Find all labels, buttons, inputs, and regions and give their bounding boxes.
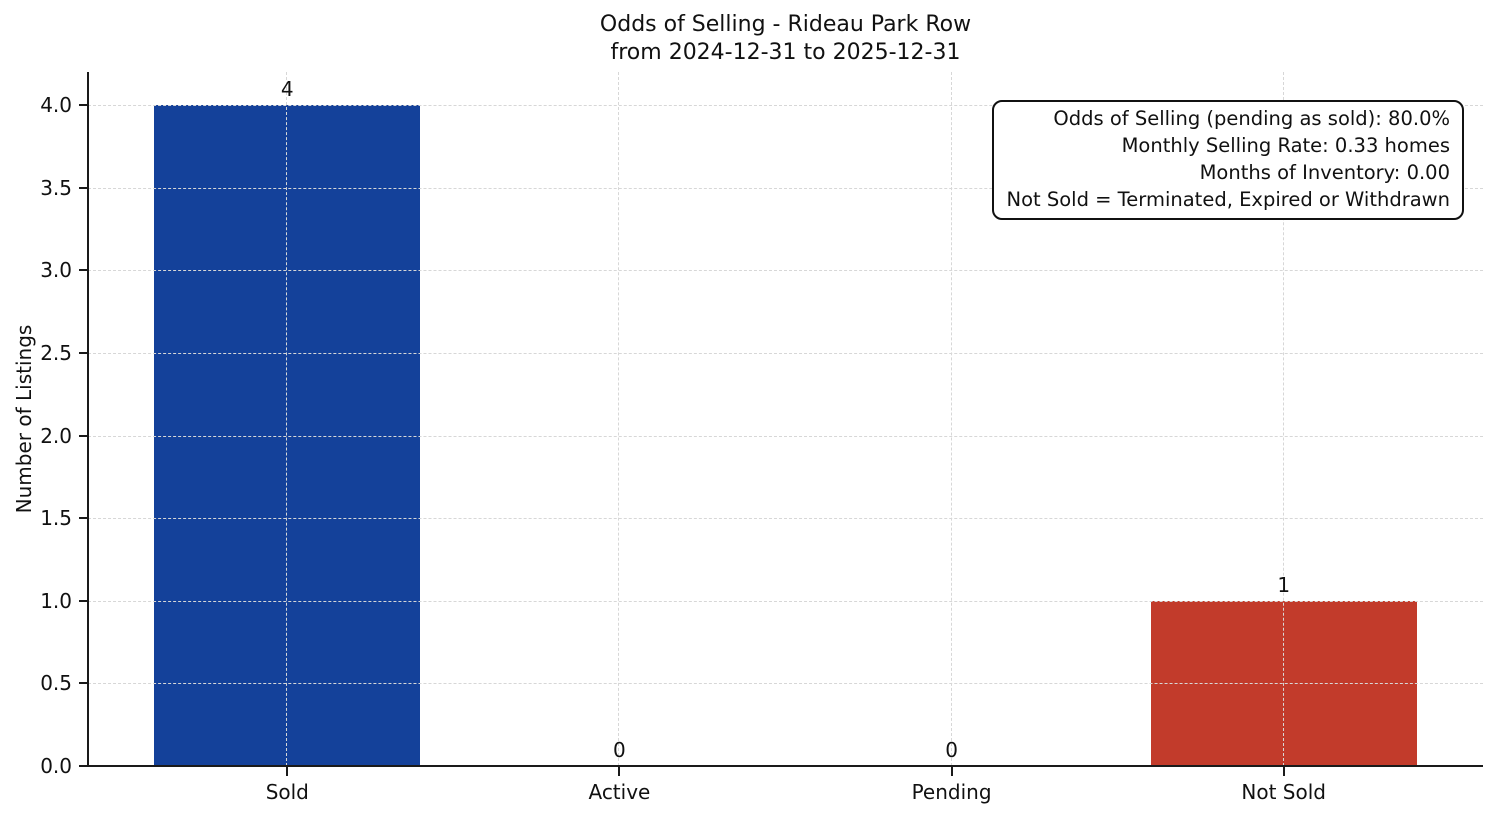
x-tick-label: Pending	[911, 780, 992, 804]
y-tick	[79, 682, 88, 685]
bar-value-label: 0	[945, 738, 958, 762]
x-tick	[950, 767, 953, 776]
y-tick-label: 2.5	[40, 340, 72, 365]
y-tick	[79, 517, 88, 520]
bar-value-label: 1	[1277, 572, 1291, 597]
y-tick	[79, 599, 88, 602]
grid-line-horizontal	[88, 105, 1483, 107]
bar-value-label: 4	[280, 77, 294, 102]
y-tick	[79, 104, 88, 107]
chart-subtitle: from 2024-12-31 to 2025-12-31	[610, 40, 961, 65]
grid-line-horizontal	[88, 187, 1483, 189]
grid-line-horizontal	[88, 600, 1483, 602]
annotation-line-monthly-rate: Monthly Selling Rate: 0.33 homes	[1121, 134, 1450, 157]
y-tick-label: 1.5	[40, 506, 72, 531]
x-tick-label: Sold	[265, 780, 309, 804]
annotation-line-inventory: Months of Inventory: 0.00	[1199, 161, 1450, 184]
y-tick	[79, 351, 88, 354]
y-tick	[79, 765, 88, 767]
x-tick	[286, 767, 289, 776]
y-tick-label: 2.0	[40, 423, 72, 448]
annotation-line-odds: Odds of Selling (pending as sold): 80.0%	[1053, 107, 1450, 130]
x-tick	[1282, 767, 1285, 776]
y-tick-label: 4.0	[40, 93, 72, 118]
y-tick-label: 0.0	[40, 754, 72, 778]
y-tick-label: 3.0	[40, 258, 72, 283]
chart-title: Odds of Selling - Rideau Park Row	[599, 12, 972, 37]
x-tick-label: Not Sold	[1241, 780, 1326, 804]
grid-line-vertical	[950, 72, 952, 766]
x-tick	[618, 767, 621, 776]
x-axis-spine	[87, 765, 1483, 767]
grid-line-horizontal	[88, 518, 1483, 520]
grid-line-horizontal	[88, 352, 1483, 354]
grid-line-horizontal	[88, 683, 1483, 685]
grid-line-vertical	[286, 72, 288, 766]
y-tick-label: 3.5	[40, 175, 72, 200]
annotation-line-not-sold-note: Not Sold = Terminated, Expired or Withdr…	[1006, 188, 1450, 211]
y-tick	[79, 434, 88, 437]
chart-title-block: Odds of Selling - Rideau Park Row from 2…	[88, 11, 1483, 67]
grid-line-vertical	[1282, 72, 1284, 766]
y-tick	[79, 269, 88, 272]
grid-line-horizontal	[88, 270, 1483, 272]
bar-value-label: 0	[613, 738, 626, 762]
grid-line-horizontal	[88, 435, 1483, 437]
y-tick-label: 0.5	[40, 671, 72, 696]
x-tick-label: Active	[588, 780, 651, 804]
y-tick	[79, 186, 88, 189]
y-axis-spine	[87, 72, 89, 766]
grid-line-vertical	[618, 72, 620, 766]
plot-area: 4 0 0 1	[87, 72, 1483, 767]
y-tick-label: 1.0	[40, 588, 72, 613]
annotation-box: Odds of Selling (pending as sold): 80.0%…	[992, 100, 1464, 220]
